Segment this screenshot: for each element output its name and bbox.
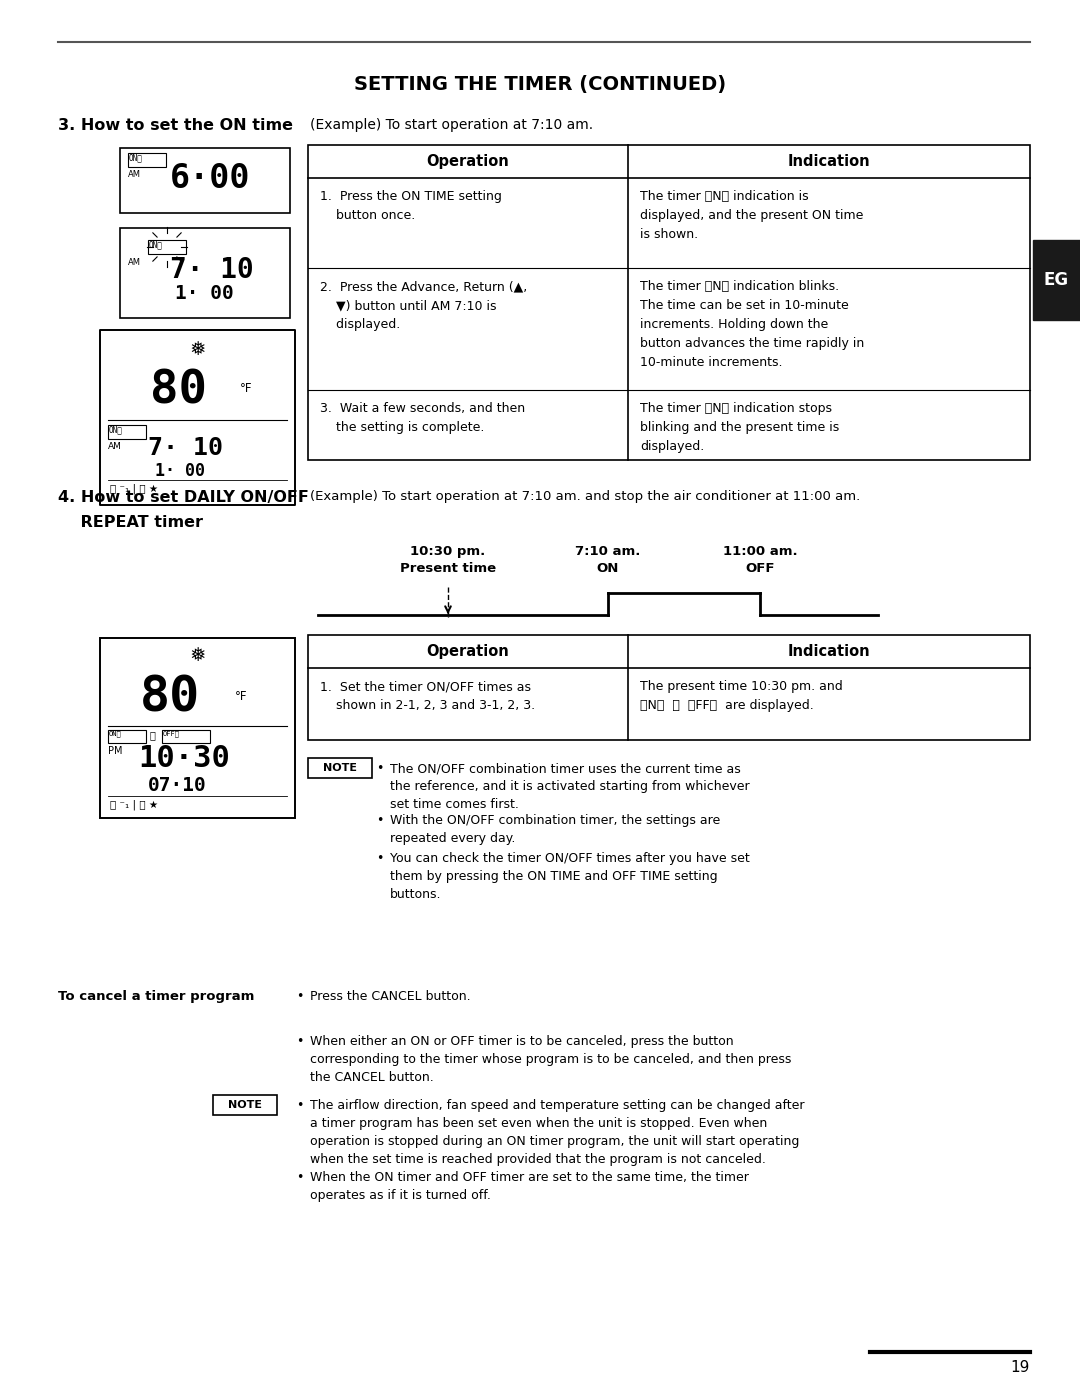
Text: OFFⓔ: OFFⓔ <box>163 731 180 736</box>
Bar <box>148 240 186 254</box>
Text: NOTE: NOTE <box>323 763 357 773</box>
Text: 1.  Set the timer ON/OFF times as
    shown in 2-1, 2, 3 and 3-1, 2, 3.: 1. Set the timer ON/OFF times as shown i… <box>320 680 535 712</box>
Text: ⓐ ⁻₁ | ⓐ ★: ⓐ ⁻₁ | ⓐ ★ <box>110 800 158 810</box>
Text: •: • <box>376 814 383 827</box>
Text: SETTING THE TIMER (CONTINUED): SETTING THE TIMER (CONTINUED) <box>354 75 726 94</box>
Text: 11:00 am.: 11:00 am. <box>723 545 797 557</box>
Text: Present time: Present time <box>400 562 496 576</box>
Text: °F: °F <box>240 381 253 395</box>
Bar <box>213 1095 276 1115</box>
Text: Operation: Operation <box>427 154 510 169</box>
Bar <box>308 759 372 778</box>
Text: NOTE: NOTE <box>228 1099 262 1111</box>
Text: The present time 10:30 pm. and
ⓃNⓔ  ⓔ  ⓄFFⓔ  are displayed.: The present time 10:30 pm. and ⓃNⓔ ⓔ ⓄFF… <box>640 680 842 712</box>
Bar <box>162 731 210 743</box>
Text: 10·30: 10·30 <box>138 745 230 773</box>
Text: Indication: Indication <box>787 154 870 169</box>
Text: AM: AM <box>129 258 141 267</box>
Text: 80: 80 <box>150 367 207 414</box>
Text: The ON/OFF combination timer uses the current time as
the reference, and it is a: The ON/OFF combination timer uses the cu… <box>390 761 750 812</box>
Text: 6·00: 6·00 <box>170 162 251 196</box>
Text: 1.  Press the ON TIME setting
    button once.: 1. Press the ON TIME setting button once… <box>320 190 502 222</box>
Bar <box>308 145 1030 460</box>
Text: 07·10: 07·10 <box>148 775 206 795</box>
Text: With the ON/OFF combination timer, the settings are
repeated every day.: With the ON/OFF combination timer, the s… <box>390 814 720 845</box>
Text: 19: 19 <box>1011 1361 1030 1375</box>
Bar <box>108 731 146 743</box>
Bar <box>120 228 291 319</box>
Text: Operation: Operation <box>427 644 510 659</box>
Text: The timer ⓃNⓔ indication blinks.
The time can be set in 10-minute
increments. Ho: The timer ⓃNⓔ indication blinks. The tim… <box>640 279 864 369</box>
Text: ON: ON <box>597 562 619 576</box>
Text: The airflow direction, fan speed and temperature setting can be changed after
a : The airflow direction, fan speed and tem… <box>310 1099 805 1166</box>
Text: •: • <box>296 1035 303 1048</box>
Bar <box>1032 240 1080 320</box>
Text: 7· 10: 7· 10 <box>148 436 222 460</box>
Text: ONⓔ: ONⓔ <box>109 425 123 434</box>
Text: AM: AM <box>108 441 122 451</box>
Text: 4. How to set DAILY ON/OFF: 4. How to set DAILY ON/OFF <box>58 490 309 504</box>
Text: 2.  Press the Advance, Return (▲,
    ▼) button until AM 7:10 is
    displayed.: 2. Press the Advance, Return (▲, ▼) butt… <box>320 279 527 331</box>
Text: (Example) To start operation at 7:10 am.: (Example) To start operation at 7:10 am. <box>310 117 593 131</box>
Text: AM: AM <box>129 170 141 179</box>
Text: •: • <box>296 990 303 1003</box>
Text: ONⓔ: ONⓔ <box>129 154 143 162</box>
Text: •: • <box>376 852 383 865</box>
Text: ONⓔ: ONⓔ <box>109 731 122 736</box>
Text: OFF: OFF <box>745 562 774 576</box>
Text: ❅: ❅ <box>189 339 205 359</box>
Text: 3. How to set the ON time: 3. How to set the ON time <box>58 117 293 133</box>
Text: 7· 10: 7· 10 <box>170 256 254 284</box>
Text: ⓔ: ⓔ <box>150 731 156 740</box>
Bar <box>108 425 146 439</box>
Text: ⓐ ⁻₁ | ⓐ ★: ⓐ ⁻₁ | ⓐ ★ <box>110 483 158 495</box>
Text: Press the CANCEL button.: Press the CANCEL button. <box>310 990 471 1003</box>
Text: 1· 00: 1· 00 <box>175 284 233 303</box>
Text: •: • <box>296 1171 303 1185</box>
Text: 10:30 pm.: 10:30 pm. <box>410 545 486 557</box>
Text: PM: PM <box>108 746 122 756</box>
Bar <box>100 638 295 819</box>
Text: ❅: ❅ <box>189 645 205 665</box>
Text: •: • <box>376 761 383 775</box>
Bar <box>308 636 1030 740</box>
Text: REPEAT timer: REPEAT timer <box>58 515 203 529</box>
Bar <box>129 154 166 168</box>
Text: The timer ⓃNⓔ indication is
displayed, and the present ON time
is shown.: The timer ⓃNⓔ indication is displayed, a… <box>640 190 863 242</box>
Text: You can check the timer ON/OFF times after you have set
them by pressing the ON : You can check the timer ON/OFF times aft… <box>390 852 750 901</box>
Text: 7:10 am.: 7:10 am. <box>576 545 640 557</box>
Text: •: • <box>296 1099 303 1112</box>
Text: To cancel a timer program: To cancel a timer program <box>58 990 255 1003</box>
Bar <box>100 330 295 504</box>
Text: °F: °F <box>235 690 247 703</box>
Text: The timer ⓃNⓔ indication stops
blinking and the present time is
displayed.: The timer ⓃNⓔ indication stops blinking … <box>640 402 839 453</box>
Text: When the ON timer and OFF timer are set to the same time, the timer
operates as : When the ON timer and OFF timer are set … <box>310 1171 748 1201</box>
Text: EG: EG <box>1043 271 1068 289</box>
Text: When either an ON or OFF timer is to be canceled, press the button
corresponding: When either an ON or OFF timer is to be … <box>310 1035 792 1084</box>
Text: 3.  Wait a few seconds, and then
    the setting is complete.: 3. Wait a few seconds, and then the sett… <box>320 402 525 434</box>
Text: Indication: Indication <box>787 644 870 659</box>
Text: ONⓔ: ONⓔ <box>149 240 163 249</box>
Text: (Example) To start operation at 7:10 am. and stop the air conditioner at 11:00 a: (Example) To start operation at 7:10 am.… <box>310 490 861 503</box>
Text: 1· 00: 1· 00 <box>156 462 205 481</box>
Text: 80: 80 <box>140 673 200 721</box>
Bar <box>120 148 291 212</box>
